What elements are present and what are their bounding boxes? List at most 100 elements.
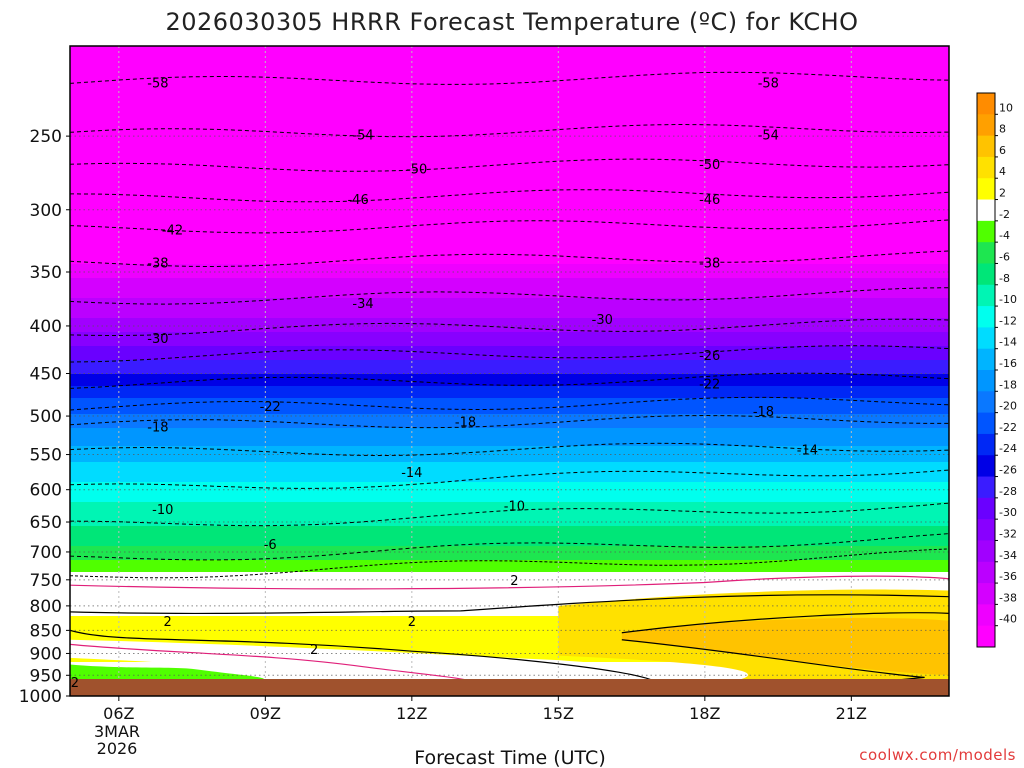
- colorbar-swatch: [977, 135, 995, 158]
- temperature-band: [70, 376, 949, 379]
- temperature-band: [70, 60, 949, 63]
- temperature-band: [70, 388, 949, 391]
- temperature-band: [70, 240, 949, 243]
- temperature-band: [70, 154, 949, 157]
- temperature-band: [70, 178, 949, 181]
- contour-label: -18: [455, 416, 476, 431]
- temperature-band: [70, 320, 949, 323]
- temperature-band: [70, 322, 949, 325]
- temperature-band: [70, 142, 949, 145]
- temperature-band: [70, 458, 949, 461]
- temperature-band: [70, 248, 949, 251]
- colorbar-swatch: [977, 327, 995, 350]
- temperature-band: [70, 118, 949, 121]
- temperature-band: [70, 258, 949, 261]
- contour-label: -42: [162, 223, 183, 238]
- temperature-band: [70, 508, 949, 511]
- x-tick-label: 21Z: [836, 704, 867, 723]
- temperature-band: [70, 406, 949, 409]
- temperature-band: [70, 70, 949, 73]
- y-tick-label: 450: [30, 365, 62, 385]
- temperature-band: [70, 386, 949, 389]
- temperature-bands: [70, 46, 949, 696]
- colorbar-tick-label: -18: [999, 378, 1017, 391]
- temperature-band: [70, 540, 949, 543]
- ground-strip: [70, 679, 949, 696]
- temperature-band: [70, 578, 949, 581]
- temperature-band: [70, 462, 949, 465]
- x-date-line-1: 3MAR: [94, 722, 140, 741]
- temperature-band: [70, 550, 949, 553]
- temperature-band: [70, 218, 949, 221]
- contour-label: -10: [504, 500, 525, 515]
- temperature-band: [70, 538, 949, 541]
- temperature-band: [70, 622, 949, 625]
- colorbar-tick-label: -6: [999, 250, 1010, 263]
- temperature-band: [70, 256, 949, 259]
- temperature-band: [70, 526, 949, 529]
- temperature-band: [70, 542, 949, 545]
- temperature-band: [70, 352, 949, 355]
- y-tick-label: 300: [30, 201, 62, 221]
- y-tick-label: 700: [30, 543, 62, 563]
- temperature-band: [70, 128, 949, 131]
- temperature-band: [70, 168, 949, 171]
- temperature-band: [70, 202, 949, 205]
- contour-label: -38: [147, 257, 168, 272]
- colorbar-swatch: [977, 583, 995, 605]
- temperature-band: [70, 146, 949, 149]
- temperature-band: [70, 426, 949, 429]
- temperature-band: [70, 554, 949, 557]
- contour-label: -46: [699, 193, 720, 208]
- temperature-band: [70, 316, 949, 319]
- temperature-band: [70, 342, 949, 345]
- x-tick-label: 18Z: [689, 704, 720, 723]
- temperature-band: [70, 166, 949, 169]
- temperature-band: [70, 344, 949, 347]
- temperature-band: [70, 370, 949, 373]
- temperature-band: [70, 444, 949, 447]
- temperature-band: [70, 278, 949, 281]
- temperature-band: [70, 88, 949, 91]
- temperature-band: [70, 448, 949, 451]
- temperature-band: [70, 114, 949, 117]
- contour-label: -6: [264, 538, 277, 553]
- temperature-band: [70, 312, 949, 315]
- credit-text: coolwx.com/models: [859, 746, 1016, 764]
- colorbar-swatch: [977, 391, 995, 414]
- colorbar-tick-label: -10: [999, 293, 1017, 306]
- temperature-band: [70, 200, 949, 203]
- temperature-band: [70, 98, 949, 101]
- temperature-band: [70, 318, 949, 321]
- temperature-band: [70, 232, 949, 235]
- temperature-band: [70, 206, 949, 209]
- temperature-band: [70, 594, 949, 597]
- colorbar-tick-label: -16: [999, 357, 1017, 370]
- temperature-band: [70, 502, 949, 505]
- temperature-band: [70, 272, 949, 275]
- temperature-band: [70, 100, 949, 103]
- temperature-band: [70, 234, 949, 237]
- x-tick-label: 15Z: [543, 704, 574, 723]
- temperature-band: [70, 140, 949, 143]
- colorbar-swatch: [977, 540, 995, 563]
- contour-label: -38: [699, 257, 720, 272]
- temperature-band: [70, 148, 949, 151]
- temperature-band: [70, 536, 949, 539]
- temperature-band: [70, 368, 949, 371]
- colorbar-swatch: [977, 220, 995, 243]
- temperature-band: [70, 214, 949, 217]
- temperature-band: [70, 544, 949, 547]
- temperature-band: [70, 466, 949, 469]
- x-tick-label: 12Z: [396, 704, 427, 723]
- temperature-band: [70, 48, 949, 51]
- temperature-band: [70, 86, 949, 89]
- y-tick-label: 850: [30, 621, 62, 641]
- temperature-band: [70, 124, 949, 127]
- temperature-band: [70, 476, 949, 479]
- colorbar-tick-label: -30: [999, 506, 1017, 519]
- temperature-band: [70, 590, 949, 593]
- temperature-band: [70, 236, 949, 239]
- temperature-band: [70, 432, 949, 435]
- temperature-band: [70, 486, 949, 489]
